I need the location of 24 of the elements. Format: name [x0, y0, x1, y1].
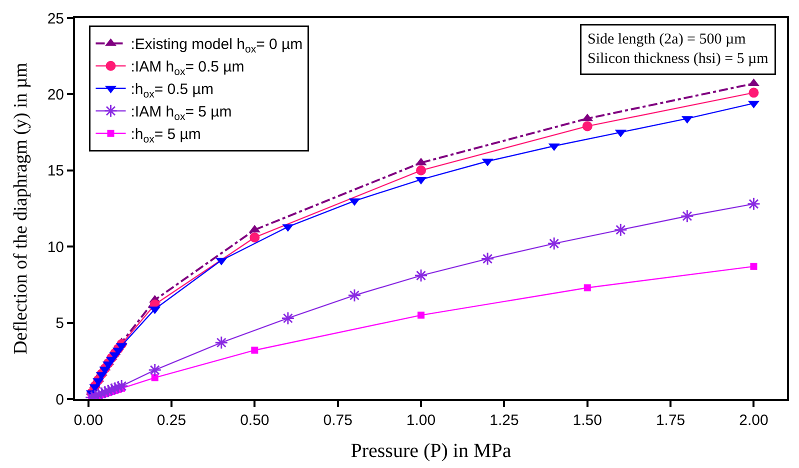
legend-label: :IAM h$_{ox}$= 5 µm — [130, 104, 232, 123]
x-tick-label: 1.75 — [656, 412, 686, 429]
x-tick-label: 1.00 — [406, 412, 436, 429]
y-axis-title: Deflection of the diaphragm (y) in µm — [10, 62, 32, 354]
x-axis-title: Pressure (P) in MPa — [350, 440, 512, 462]
y-tick-label: 15 — [47, 162, 64, 180]
legend-label: :IAM h$_{ox}$= 0.5 µm — [130, 58, 244, 78]
x-tick-label: 0.75 — [323, 412, 352, 429]
x-tick-label: 1.50 — [572, 412, 602, 429]
y-tick-label: 0 — [56, 391, 64, 408]
legend-label: :h$_{ox}$= 5 µm — [130, 126, 201, 146]
x-tick-label: 1.25 — [490, 412, 519, 429]
legend-label: :Existing model h$_{ox}$= 0 µm — [130, 36, 303, 56]
x-tick-label: 0.00 — [74, 412, 103, 429]
x-tick-label: 2.00 — [739, 412, 768, 429]
y-tick-label: 10 — [47, 238, 64, 256]
y-tick-label: 20 — [47, 86, 64, 104]
y-tick-label: 5 — [56, 315, 64, 332]
annotation: Side length (2a) = 500 µm — [588, 32, 746, 48]
legend-label: :h$_{ox}$= 0.5 µm — [130, 81, 214, 100]
x-tick-label: 0.50 — [240, 412, 270, 429]
annotation: Silicon thickness (hsi) = 5 µm — [588, 51, 769, 67]
x-tick-label: 0.25 — [156, 412, 186, 429]
y-tick-label: 25 — [47, 10, 64, 28]
